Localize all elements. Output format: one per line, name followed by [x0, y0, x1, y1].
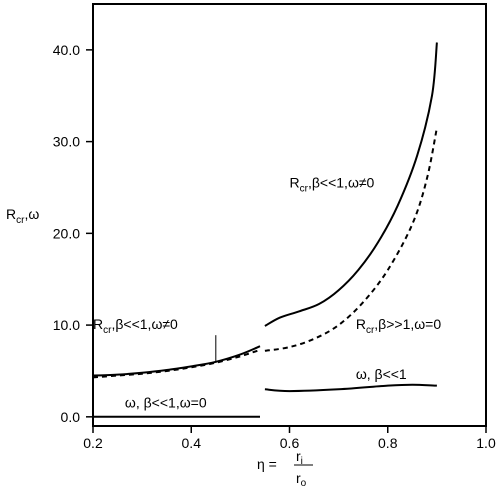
y-tick-label: 0.0 — [61, 409, 81, 425]
svg-text:η =: η = — [257, 456, 277, 472]
x-tick-label: 0.6 — [280, 435, 300, 451]
series-line-2 — [92, 348, 261, 379]
series-line-3 — [264, 42, 438, 327]
series-layer — [92, 42, 438, 418]
y-tick-label: 30.0 — [53, 134, 80, 150]
plot-frame — [92, 3, 487, 427]
annotation-label-2: Rcr,β<<1,ω≠0 — [93, 316, 178, 336]
annotation-label-3: Rcr,β>>1,ω=0 — [356, 316, 442, 336]
y-tick-label: 10.0 — [53, 317, 80, 333]
annotation-label-5: ω, β<<1,ω=0 — [125, 395, 207, 411]
annotation-label-1: Rcr,β<<1,ω≠0 — [290, 174, 375, 194]
x-tick-label: 1.0 — [476, 435, 496, 451]
y-axis-label: Rcr,ω — [6, 206, 39, 226]
annotation-label-4: ω, β<<1 — [356, 366, 407, 382]
x-tick-label: 0.4 — [182, 435, 202, 451]
series-line-4 — [264, 127, 438, 352]
axis-ticks: 0.2 0.4 0.6 0.8 1.0 0.0 10.0 20.0 30.0 40.0 — [53, 42, 496, 451]
series-line-1 — [92, 345, 261, 377]
series-line-6 — [264, 383, 437, 393]
x-tick-label: 0.8 — [378, 435, 398, 451]
svg-text:ro: ro — [296, 470, 307, 489]
y-tick-label: 40.0 — [53, 42, 80, 58]
x-tick-label: 0.2 — [83, 435, 103, 451]
x-axis-label: η = ri ro — [257, 448, 313, 489]
annotation-layer: Rcr,β<<1,ω≠0 Rcr,β<<1,ω≠0 Rcr,β>>1,ω=0 ω, β… — [93, 174, 441, 410]
y-tick-label: 20.0 — [53, 225, 80, 241]
svg-text:ri: ri — [296, 448, 303, 467]
